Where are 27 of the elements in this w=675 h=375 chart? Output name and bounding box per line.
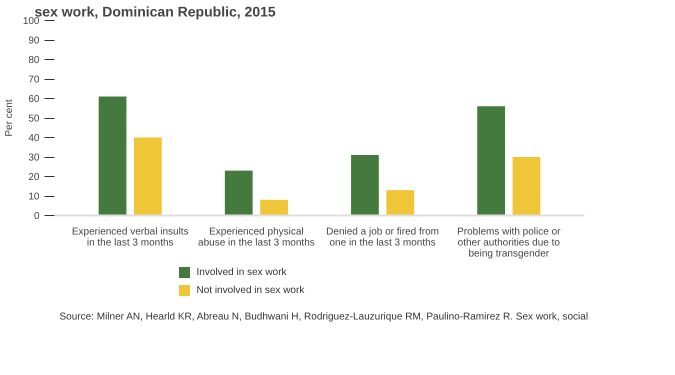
- bar: [98, 96, 126, 216]
- y-tick-label: 0: [34, 211, 40, 222]
- bar: [386, 190, 414, 216]
- y-tick-label: 30: [28, 152, 40, 164]
- y-tick-label: 40: [28, 133, 40, 144]
- x-tick-label: Denied a job or fired from one in the last 3 months: [326, 226, 440, 248]
- source-note: Source: Milner AN, Hearld KR, Abreau N, Budhwani H, Rodriguez-Lauzurique RM, Paulino-Ramirez R. Sex work, social: [60, 312, 588, 322]
- y-tick-label: 100: [22, 16, 40, 27]
- x-tick-label: Experienced physical abuse in the last 3 months: [198, 226, 315, 248]
- bar: [224, 170, 253, 216]
- y-tick-label: 20: [28, 172, 40, 183]
- y-tick-label: 60: [28, 94, 40, 105]
- legend-label: Not involved in sex work: [196, 285, 306, 296]
- bar: [351, 155, 379, 216]
- bar: [477, 106, 505, 216]
- y-axis-title: Per cent: [4, 99, 15, 137]
- legend-label: Involved in sex work: [196, 267, 288, 278]
- y-tick-label: 10: [28, 192, 40, 202]
- y-tick-label: 50: [28, 114, 40, 124]
- bar: [134, 138, 162, 216]
- x-tick-label: Problems with police or other authorities due to being transgender: [457, 226, 562, 260]
- y-tick-label: 80: [28, 55, 40, 66]
- y-tick-label: 70: [28, 74, 40, 86]
- bar: [512, 157, 540, 216]
- y-tick-label: 90: [28, 36, 40, 46]
- x-tick-label: Experienced verbal insults in the last 3 months: [72, 226, 189, 248]
- bar: [260, 200, 288, 216]
